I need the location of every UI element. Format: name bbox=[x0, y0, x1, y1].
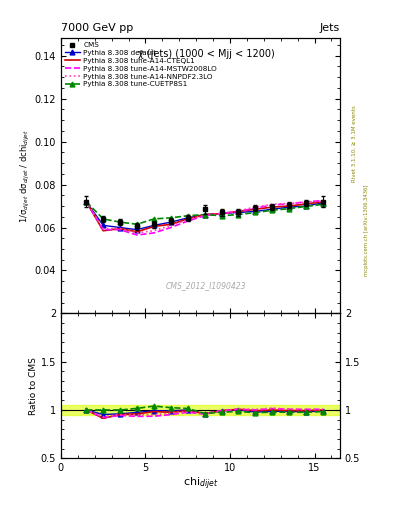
Pythia 8.308 tune-A14-CTEQL1 bbox=[270, 204, 275, 210]
Pythia 8.308 default bbox=[169, 219, 173, 225]
Pythia 8.308 default bbox=[202, 211, 207, 218]
Text: χ (jets) (1000 < Mjj < 1200): χ (jets) (1000 < Mjj < 1200) bbox=[138, 49, 274, 59]
Pythia 8.308 tune-A14-CTEQL1 bbox=[219, 210, 224, 217]
Pythia 8.308 default bbox=[84, 199, 89, 205]
Pythia 8.308 tune-A14-NNPDF2.3LO bbox=[321, 198, 325, 204]
Pythia 8.308 tune-A14-CTEQL1 bbox=[253, 206, 258, 212]
Pythia 8.308 tune-A14-NNPDF2.3LO bbox=[219, 210, 224, 217]
Pythia 8.308 tune-CUETP8S1 bbox=[304, 203, 309, 209]
Pythia 8.308 default bbox=[236, 209, 241, 216]
Pythia 8.308 tune-CUETP8S1 bbox=[84, 199, 89, 205]
Bar bbox=[61, 405, 340, 415]
Pythia 8.308 tune-A14-NNPDF2.3LO bbox=[185, 217, 190, 223]
Pythia 8.308 tune-A14-MSTW2008LO bbox=[287, 201, 292, 207]
Pythia 8.308 tune-A14-MSTW2008LO bbox=[321, 198, 325, 204]
Pythia 8.308 tune-CUETP8S1 bbox=[152, 216, 156, 222]
Pythia 8.308 tune-CUETP8S1 bbox=[101, 216, 106, 222]
Pythia 8.308 tune-A14-CTEQL1 bbox=[84, 199, 89, 205]
Pythia 8.308 tune-CUETP8S1 bbox=[236, 211, 241, 218]
Pythia 8.308 tune-A14-CTEQL1 bbox=[304, 201, 309, 207]
X-axis label: chi$_{dijet}$: chi$_{dijet}$ bbox=[183, 476, 218, 492]
Pythia 8.308 tune-A14-NNPDF2.3LO bbox=[236, 208, 241, 214]
Text: mcplots.cern.ch [arXiv:1306.3436]: mcplots.cern.ch [arXiv:1306.3436] bbox=[364, 185, 369, 276]
Pythia 8.308 tune-CUETP8S1 bbox=[169, 215, 173, 221]
Pythia 8.308 tune-CUETP8S1 bbox=[185, 212, 190, 219]
Pythia 8.308 tune-CUETP8S1 bbox=[321, 201, 325, 207]
Pythia 8.308 tune-CUETP8S1 bbox=[270, 207, 275, 214]
Line: Pythia 8.308 tune-A14-NNPDF2.3LO: Pythia 8.308 tune-A14-NNPDF2.3LO bbox=[86, 201, 323, 233]
Pythia 8.308 tune-A14-MSTW2008LO bbox=[236, 208, 241, 215]
Pythia 8.308 tune-A14-NNPDF2.3LO bbox=[84, 199, 89, 205]
Pythia 8.308 tune-CUETP8S1 bbox=[287, 205, 292, 211]
Pythia 8.308 default bbox=[101, 222, 106, 228]
Pythia 8.308 default bbox=[304, 203, 309, 209]
Pythia 8.308 tune-A14-CTEQL1 bbox=[118, 225, 123, 231]
Pythia 8.308 tune-A14-CTEQL1 bbox=[287, 203, 292, 209]
Pythia 8.308 default bbox=[135, 227, 140, 233]
Pythia 8.308 tune-A14-CTEQL1 bbox=[321, 199, 325, 205]
Legend: CMS, Pythia 8.308 default, Pythia 8.308 tune-A14-CTEQL1, Pythia 8.308 tune-A14-M: CMS, Pythia 8.308 default, Pythia 8.308 … bbox=[63, 40, 219, 89]
Pythia 8.308 tune-A14-NNPDF2.3LO bbox=[270, 201, 275, 207]
Pythia 8.308 tune-A14-NNPDF2.3LO bbox=[118, 225, 123, 231]
Text: CMS_2012_I1090423: CMS_2012_I1090423 bbox=[166, 282, 246, 290]
Pythia 8.308 default bbox=[321, 200, 325, 206]
Pythia 8.308 tune-A14-MSTW2008LO bbox=[169, 224, 173, 230]
Pythia 8.308 tune-CUETP8S1 bbox=[118, 219, 123, 225]
Pythia 8.308 tune-A14-MSTW2008LO bbox=[84, 199, 89, 205]
Pythia 8.308 tune-A14-NNPDF2.3LO bbox=[135, 230, 140, 236]
Pythia 8.308 tune-A14-MSTW2008LO bbox=[101, 227, 106, 233]
Pythia 8.308 tune-A14-MSTW2008LO bbox=[304, 199, 309, 205]
Pythia 8.308 tune-A14-CTEQL1 bbox=[202, 211, 207, 218]
Line: Pythia 8.308 tune-A14-MSTW2008LO: Pythia 8.308 tune-A14-MSTW2008LO bbox=[86, 201, 323, 235]
Pythia 8.308 tune-A14-MSTW2008LO bbox=[185, 218, 190, 224]
Pythia 8.308 tune-A14-NNPDF2.3LO bbox=[202, 211, 207, 218]
Pythia 8.308 tune-A14-CTEQL1 bbox=[135, 229, 140, 235]
Pythia 8.308 tune-A14-NNPDF2.3LO bbox=[287, 200, 292, 206]
Pythia 8.308 tune-CUETP8S1 bbox=[253, 209, 258, 216]
Pythia 8.308 tune-A14-MSTW2008LO bbox=[135, 232, 140, 238]
Text: Jets: Jets bbox=[320, 23, 340, 33]
Pythia 8.308 tune-A14-NNPDF2.3LO bbox=[304, 199, 309, 205]
Pythia 8.308 tune-A14-NNPDF2.3LO bbox=[253, 204, 258, 210]
Pythia 8.308 tune-A14-MSTW2008LO bbox=[152, 230, 156, 236]
Pythia 8.308 tune-A14-NNPDF2.3LO bbox=[169, 222, 173, 228]
Y-axis label: 1/σ$_{dijet}$ dσ$_{dijet}$ / dchi$_{dijet}$: 1/σ$_{dijet}$ dσ$_{dijet}$ / dchi$_{dije… bbox=[19, 129, 32, 223]
Pythia 8.308 default bbox=[270, 206, 275, 212]
Pythia 8.308 tune-A14-NNPDF2.3LO bbox=[101, 225, 106, 231]
Pythia 8.308 tune-CUETP8S1 bbox=[219, 212, 224, 219]
Pythia 8.308 tune-A14-CTEQL1 bbox=[236, 208, 241, 215]
Pythia 8.308 tune-A14-MSTW2008LO bbox=[219, 210, 224, 217]
Line: Pythia 8.308 default: Pythia 8.308 default bbox=[84, 199, 325, 232]
Line: Pythia 8.308 tune-A14-CTEQL1: Pythia 8.308 tune-A14-CTEQL1 bbox=[86, 202, 323, 232]
Y-axis label: Ratio to CMS: Ratio to CMS bbox=[29, 357, 38, 415]
Pythia 8.308 tune-A14-CTEQL1 bbox=[101, 228, 106, 234]
Pythia 8.308 default bbox=[219, 210, 224, 217]
Pythia 8.308 default bbox=[287, 204, 292, 210]
Pythia 8.308 tune-A14-NNPDF2.3LO bbox=[152, 228, 156, 234]
Pythia 8.308 tune-CUETP8S1 bbox=[135, 221, 140, 227]
Pythia 8.308 tune-CUETP8S1 bbox=[202, 211, 207, 218]
Text: 7000 GeV pp: 7000 GeV pp bbox=[61, 23, 133, 33]
Pythia 8.308 tune-A14-CTEQL1 bbox=[169, 221, 173, 227]
Pythia 8.308 tune-A14-MSTW2008LO bbox=[253, 205, 258, 211]
Pythia 8.308 tune-A14-MSTW2008LO bbox=[118, 227, 123, 233]
Pythia 8.308 tune-A14-MSTW2008LO bbox=[202, 212, 207, 219]
Pythia 8.308 default bbox=[152, 222, 156, 228]
Pythia 8.308 tune-A14-CTEQL1 bbox=[152, 223, 156, 229]
Pythia 8.308 tune-A14-MSTW2008LO bbox=[270, 202, 275, 208]
Pythia 8.308 default bbox=[185, 215, 190, 221]
Text: Rivet 3.1.10, ≥ 3.1M events: Rivet 3.1.10, ≥ 3.1M events bbox=[352, 105, 357, 182]
Pythia 8.308 default bbox=[253, 208, 258, 215]
Pythia 8.308 tune-A14-CTEQL1 bbox=[185, 216, 190, 222]
Pythia 8.308 default bbox=[118, 224, 123, 230]
Line: Pythia 8.308 tune-CUETP8S1: Pythia 8.308 tune-CUETP8S1 bbox=[84, 199, 325, 227]
